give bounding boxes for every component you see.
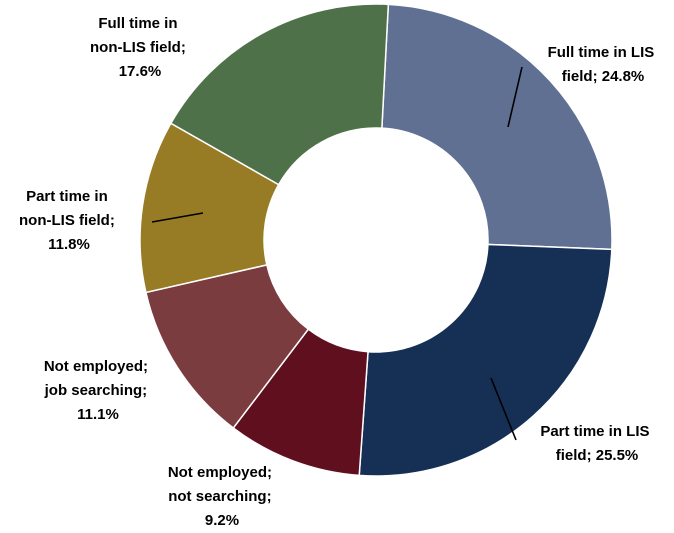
slice-label-part-time-lis: Part time in LIS field; 25.5% xyxy=(540,423,653,464)
slice-label-full-time-lis: Full time in LIS field; 24.8% xyxy=(548,44,659,85)
slice-label-not-employed-job-searching: Not employed; job searching; 11.1% xyxy=(44,358,153,423)
leader-line-full-time-lis xyxy=(507,66,523,128)
slice-label-part-time-non-lis: Part time in non-LIS field; 11.8% xyxy=(19,188,119,253)
slice-full-time-lis xyxy=(381,3,613,251)
slices-group xyxy=(139,3,613,477)
leader-lines-group xyxy=(151,66,523,441)
slice-label-full-time-non-lis: Full time in non-LIS field; 17.6% xyxy=(90,15,190,80)
slice-full-time-non-lis xyxy=(169,3,390,186)
leader-line-part-time-non-lis xyxy=(151,212,204,223)
leader-line-part-time-lis xyxy=(490,377,517,441)
slice-label-not-employed-not-searching: Not employed; not searching; 9.2% xyxy=(168,464,276,529)
slice-part-time-lis xyxy=(358,243,613,477)
